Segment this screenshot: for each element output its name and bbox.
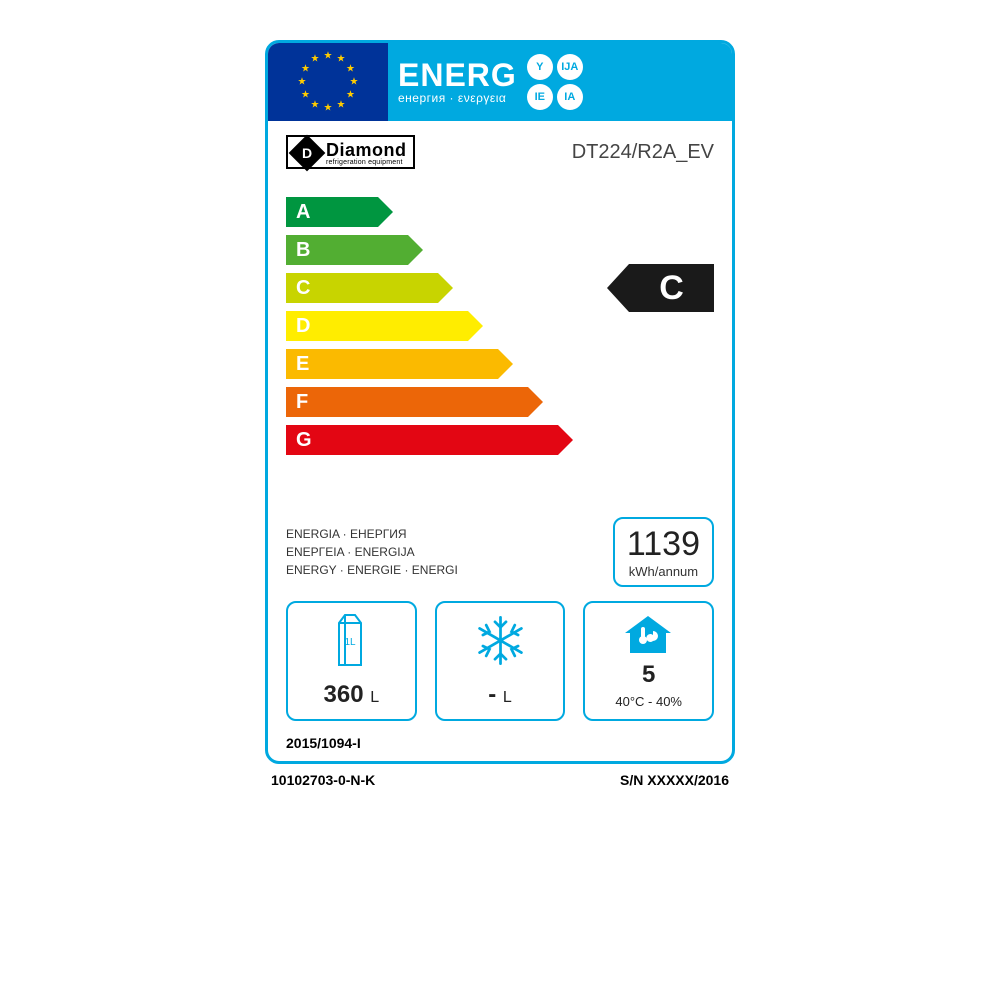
frozen-volume-box: - L (435, 601, 566, 721)
consumption-row: ENERGIA · ЕНЕРГИЯΕΝΕΡΓΕΙΑ · ENERGIJAENER… (268, 507, 732, 601)
efficiency-bar-g: G (286, 425, 573, 455)
rating-indicator: C (607, 264, 714, 312)
consumption-unit: kWh/annum (627, 564, 700, 579)
consumption-box: 1139 kWh/annum (613, 517, 714, 587)
energy-word-list: ENERGIA · ЕНЕРГИЯΕΝΕΡΓΕΙΑ · ENERGIJAENER… (286, 525, 458, 579)
lang-code: Y (527, 54, 553, 80)
brand-model-row: D Diamond refrigeration equipment DT224/… (268, 121, 732, 177)
model-number: DT224/R2A_EV (572, 141, 714, 164)
footer-right: S/N XXXXX/2016 (620, 772, 729, 788)
brand-badge: D Diamond refrigeration equipment (286, 135, 415, 169)
brand-name: Diamond (326, 141, 407, 159)
efficiency-bar-b: B (286, 235, 423, 265)
milk-carton-icon: 1L (331, 613, 371, 668)
energy-subtitle: енергия · ενεργεια (398, 91, 517, 105)
energy-label: ★★★★★★★★★★★★ ENERG енергия · ενεργεια YI… (265, 40, 735, 764)
efficiency-bar-e: E (286, 349, 513, 379)
spec-boxes: 1L 360 L - L (268, 601, 732, 735)
eu-flag-icon: ★★★★★★★★★★★★ (268, 43, 388, 121)
footer-left: 10102703-0-N-K (271, 772, 375, 788)
house-climate-icon (621, 613, 676, 655)
lang-code: IJA (557, 54, 583, 80)
brand-logo-icon: D (289, 135, 326, 172)
energy-word-line: ENERGIA · ЕНЕРГИЯ (286, 525, 458, 543)
climate-class-value: 5 (642, 661, 655, 689)
energy-title-block: ENERG енергия · ενεργεια YIJAIEIA (388, 43, 732, 121)
climate-class-box: 5 40°C - 40% (583, 601, 714, 721)
efficiency-bar-d: D (286, 311, 483, 341)
regulation-number: 2015/1094-I (268, 735, 732, 761)
header: ★★★★★★★★★★★★ ENERG енергия · ενεργεια YI… (268, 43, 732, 121)
efficiency-bar-f: F (286, 387, 543, 417)
efficiency-scale: ABCDEFGC (268, 197, 732, 497)
language-codes: YIJAIEIA (527, 54, 583, 110)
energy-title: ENERG (398, 59, 517, 91)
frozen-volume-value: - L (488, 681, 512, 709)
climate-temp: 40°C - 40% (615, 694, 682, 709)
snowflake-icon (473, 613, 528, 668)
energy-word-line: ENERGY · ENERGIE · ENERGI (286, 561, 458, 579)
fresh-volume-box: 1L 360 L (286, 601, 417, 721)
svg-text:1L: 1L (345, 637, 357, 648)
footer: 10102703-0-N-K S/N XXXXX/2016 (265, 764, 735, 788)
brand-tagline: refrigeration equipment (326, 159, 407, 166)
energy-word-line: ΕΝΕΡΓΕΙΑ · ENERGIJA (286, 543, 458, 561)
fresh-volume-value: 360 L (324, 681, 380, 709)
efficiency-bar-c: C (286, 273, 453, 303)
lang-code: IE (527, 84, 553, 110)
lang-code: IA (557, 84, 583, 110)
consumption-value: 1139 (627, 525, 700, 564)
efficiency-bar-a: A (286, 197, 393, 227)
